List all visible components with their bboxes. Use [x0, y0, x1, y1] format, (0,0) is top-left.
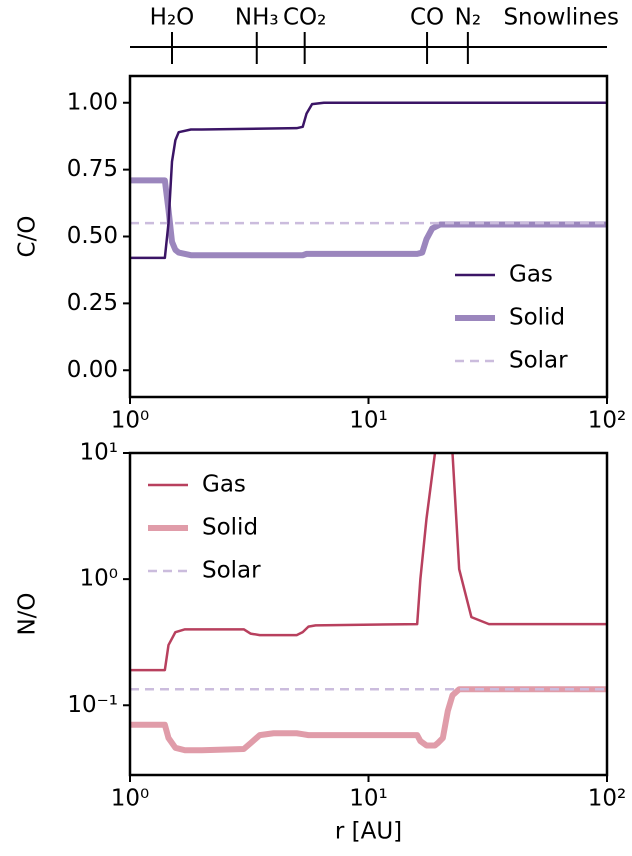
y-tick-label: 0.00: [67, 357, 118, 383]
y-tick-label: 1.00: [67, 89, 118, 115]
series-line: [130, 101, 607, 260]
x-tick-label: 10¹: [349, 408, 388, 434]
plot-area: [130, 453, 607, 754]
snowline-label: H₂O: [150, 5, 195, 31]
legend-label: Gas: [202, 472, 246, 498]
x-axis-label: r [AU]: [335, 819, 402, 845]
axes-frame: [128, 451, 609, 777]
x-tick-label: 10²: [588, 408, 627, 434]
y-tick-label: 0.25: [67, 290, 118, 316]
legend-label: Solid: [509, 305, 565, 331]
x-tick-label: 10¹: [349, 786, 388, 812]
y-tick-label: 10⁰: [80, 566, 119, 592]
series-line: [130, 686, 607, 754]
snowline-label: CO₂: [283, 5, 326, 31]
y-tick-label: 0.75: [67, 156, 118, 182]
y-tick-label: 10⁻¹: [67, 692, 118, 718]
y-tick-label: 10¹: [80, 440, 119, 466]
snowline-title: Snowlines: [503, 5, 619, 31]
legend-label: Gas: [509, 262, 553, 288]
series-line: [130, 177, 607, 259]
legend-label: Solar: [509, 348, 568, 374]
x-tick-label: 10⁰: [111, 786, 150, 812]
y-tick-label: 0.50: [67, 223, 118, 249]
legend-label: Solid: [202, 515, 258, 541]
plot-area: [130, 101, 607, 260]
legend-label: Solar: [202, 558, 261, 584]
x-tick-label: 10⁰: [111, 408, 150, 434]
snowline-label: CO: [410, 5, 444, 31]
x-tick-label: 10²: [588, 786, 627, 812]
y-axis-label: N/O: [15, 592, 41, 635]
y-axis-label: C/O: [15, 216, 41, 258]
snowline-label: NH₃: [235, 5, 279, 31]
series-line: [130, 453, 607, 672]
snowline-label: N₂: [455, 5, 481, 31]
